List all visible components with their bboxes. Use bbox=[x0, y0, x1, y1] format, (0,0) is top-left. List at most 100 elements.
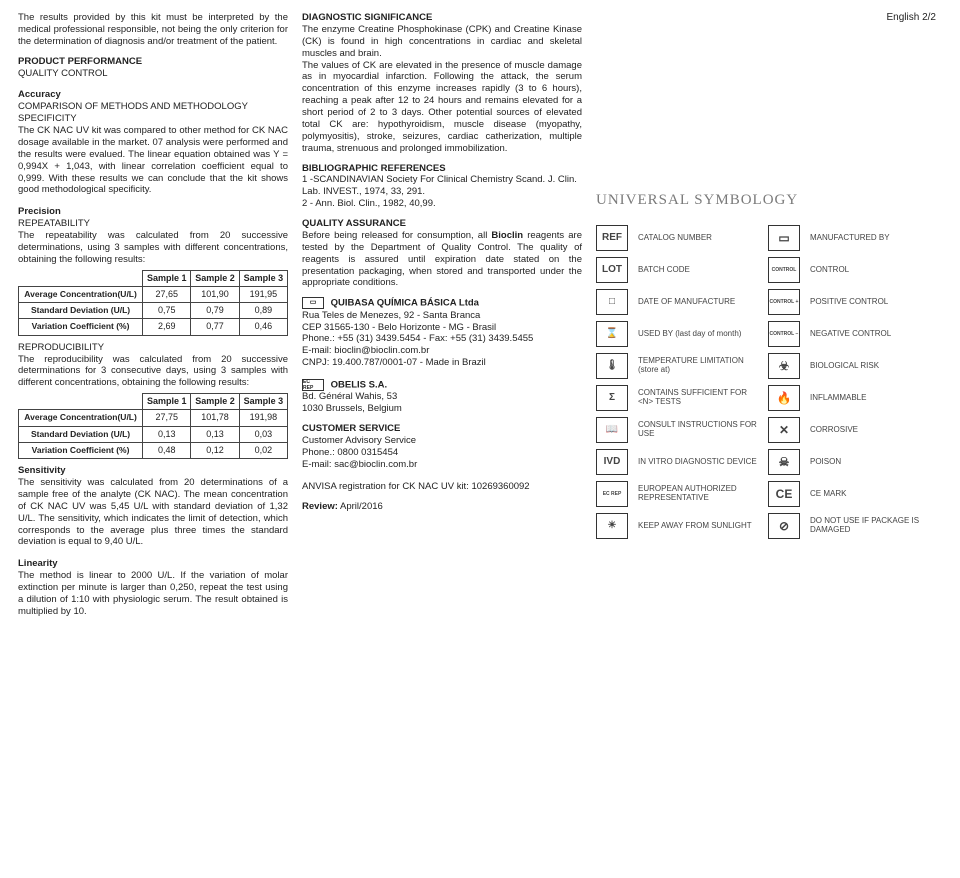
table1-r0-2: 191,95 bbox=[239, 286, 287, 302]
heading-customer-service: CUSTOMER SERVICE bbox=[302, 423, 582, 435]
heading-product-performance: PRODUCT PERFORMANCE bbox=[18, 56, 288, 68]
symbol-icon-2a: □ bbox=[596, 289, 628, 315]
accuracy-subheading: COMPARISON OF METHODS AND METHODOLOGY SP… bbox=[18, 101, 288, 125]
symbol-icon-3b: CONTROL − bbox=[768, 321, 800, 347]
table1-r0-l: Average Concentration(U/L) bbox=[19, 286, 143, 302]
ec-rep-line: EC REP OBELIS S.A. bbox=[302, 379, 582, 391]
table2-r2-l: Variation Coefficient (%) bbox=[19, 442, 143, 458]
table1-r1-0: 0,75 bbox=[143, 303, 191, 319]
table1-r2-0: 2,69 bbox=[143, 319, 191, 335]
table2-r2-2: 0,02 bbox=[239, 442, 287, 458]
symbol-icon-0a: REF bbox=[596, 225, 628, 251]
symbol-label-0b: MANUFACTURED BY bbox=[810, 234, 936, 243]
table1-r1-1: 0,79 bbox=[191, 303, 239, 319]
symbol-label-8b: CE MARK bbox=[810, 490, 936, 499]
company-addr1: Rua Teles de Menezes, 92 - Santa Branca bbox=[302, 310, 582, 322]
symbology-grid: REFCATALOG NUMBER▭MANUFACTURED BYLOTBATC… bbox=[596, 225, 936, 539]
table2-h3: Sample 3 bbox=[239, 394, 287, 410]
bib-ref-2: 2 - Ann. Biol. Clin., 1982, 40,99. bbox=[302, 198, 582, 210]
symbol-label-3b: NEGATIVE CONTROL bbox=[810, 330, 936, 339]
diagnostic-text-1: The enzyme Creatine Phosphokinase (CPK) … bbox=[302, 24, 582, 60]
diagnostic-text-2: The values of CK are elevated in the pre… bbox=[302, 60, 582, 155]
repeatability-text: The repeatability was calculated from 20… bbox=[18, 230, 288, 266]
symbol-label-5a: CONTAINS SUFFICIENT FOR <N> TESTS bbox=[638, 389, 764, 407]
table2-h2: Sample 2 bbox=[191, 394, 239, 410]
column-right: English 2/2 UNIVERSAL SYMBOLOGY REF CATAL… bbox=[596, 12, 936, 866]
symbol-label-0a: CATALOG NUMBER bbox=[638, 234, 764, 243]
repeatability-label: REPEATABILITY bbox=[18, 218, 288, 230]
symbol-icon-7b: ☠ bbox=[768, 449, 800, 475]
table2-h1: Sample 1 bbox=[143, 394, 191, 410]
symbol-label-9b: DO NOT USE IF PACKAGE IS DAMAGED bbox=[810, 517, 936, 535]
table1-h2: Sample 2 bbox=[191, 270, 239, 286]
symbol-label-2a: DATE OF MANUFACTURE bbox=[638, 298, 764, 307]
heading-linearity: Linearity bbox=[18, 558, 288, 570]
company-line: ▭ QUIBASA QUÍMICA BÁSICA Ltda bbox=[302, 297, 582, 309]
symbol-icon-6a: 📖 bbox=[596, 417, 628, 443]
reproducibility-label: REPRODUCIBILITY bbox=[18, 342, 288, 354]
symbol-icon-1b: CONTROL bbox=[768, 257, 800, 283]
company-name: QUIBASA QUÍMICA BÁSICA Ltda bbox=[331, 298, 479, 309]
table-reproducibility: Sample 1 Sample 2 Sample 3 Average Conce… bbox=[18, 393, 288, 459]
quality-control-label: QUALITY CONTROL bbox=[18, 68, 288, 80]
table2-r2-0: 0,48 bbox=[143, 442, 191, 458]
symbol-icon-6b: ✕ bbox=[768, 417, 800, 443]
rep-addr2: 1030 Brussels, Belgium bbox=[302, 403, 582, 415]
symbol-icon-5b: 🔥 bbox=[768, 385, 800, 411]
page-number: English 2/2 bbox=[596, 12, 936, 25]
table1-h3: Sample 3 bbox=[239, 270, 287, 286]
table2-r0-2: 191,98 bbox=[239, 410, 287, 426]
table1-r0-0: 27,65 bbox=[143, 286, 191, 302]
table1-r2-2: 0,46 bbox=[239, 319, 287, 335]
ec-rep-icon: EC REP bbox=[302, 379, 324, 391]
accuracy-text: The CK NAC UV kit was compared to other … bbox=[18, 125, 288, 196]
factory-icon: ▭ bbox=[302, 297, 324, 309]
sensitivity-text: The sensitivity was calculated from 20 d… bbox=[18, 477, 288, 548]
symbol-icon-8a: EC REP bbox=[596, 481, 628, 507]
symbol-label-2b: POSITIVE CONTROL bbox=[810, 298, 936, 307]
cust-2: Phone.: 0800 0315454 bbox=[302, 447, 582, 459]
heading-accuracy: Accuracy bbox=[18, 89, 288, 101]
ec-rep-name: OBELIS S.A. bbox=[331, 380, 387, 391]
symbol-icon-1a: LOT bbox=[596, 257, 628, 283]
table2-r0-l: Average Concentration(U/L) bbox=[19, 410, 143, 426]
table1-r1-2: 0,89 bbox=[239, 303, 287, 319]
table2-r0-1: 101,78 bbox=[191, 410, 239, 426]
symbol-icon-3a: ⌛ bbox=[596, 321, 628, 347]
heading-qa: QUALITY ASSURANCE bbox=[302, 218, 582, 230]
symbol-icon-4b: ☣ bbox=[768, 353, 800, 379]
heading-bibliographic: BIBLIOGRAPHIC REFERENCES bbox=[302, 163, 582, 175]
symbol-icon-9b: ⊘ bbox=[768, 513, 800, 539]
symbol-icon-2b: CONTROL + bbox=[768, 289, 800, 315]
table2-r1-0: 0,13 bbox=[143, 426, 191, 442]
reproducibility-text: The reproducibility was calculated from … bbox=[18, 354, 288, 390]
symbol-label-6a: CONSULT INSTRUCTIONS FOR USE bbox=[638, 421, 764, 439]
table2-r1-2: 0,03 bbox=[239, 426, 287, 442]
symbol-label-3a: USED BY (last day of month) bbox=[638, 330, 764, 339]
table1-h1: Sample 1 bbox=[143, 270, 191, 286]
table1-r2-1: 0,77 bbox=[191, 319, 239, 335]
symbol-icon-7a: IVD bbox=[596, 449, 628, 475]
heading-universal-symbology: UNIVERSAL SYMBOLOGY bbox=[596, 191, 936, 210]
rep-addr1: Bd. Général Wahis, 53 bbox=[302, 391, 582, 403]
intro-text: The results provided by this kit must be… bbox=[18, 12, 288, 48]
symbol-label-4b: BIOLOGICAL RISK bbox=[810, 362, 936, 371]
review-text: Review: April/2016 bbox=[302, 501, 582, 513]
company-addr2: CEP 31565-130 - Belo Horizonte - MG - Br… bbox=[302, 322, 582, 334]
table1-r1-l: Standard Deviation (U/L) bbox=[19, 303, 143, 319]
cust-3: E-mail: sac@bioclin.com.br bbox=[302, 459, 582, 471]
symbol-icon-9a: ☀ bbox=[596, 513, 628, 539]
symbol-icon-8b: CE bbox=[768, 481, 800, 507]
anvisa-text: ANVISA registration for CK NAC UV kit: 1… bbox=[302, 481, 582, 493]
symbol-label-7a: IN VITRO DIAGNOSTIC DEVICE bbox=[638, 458, 764, 467]
symbol-icon-0b: ▭ bbox=[768, 225, 800, 251]
linearity-text: The method is linear to 2000 U/L. If the… bbox=[18, 570, 288, 618]
table2-r1-l: Standard Deviation (U/L) bbox=[19, 426, 143, 442]
symbol-label-4a: TEMPERATURE LIMITATION (store at) bbox=[638, 357, 764, 375]
symbol-label-5b: INFLAMMABLE bbox=[810, 394, 936, 403]
heading-sensitivity: Sensitivity bbox=[18, 465, 288, 477]
heading-diagnostic: DIAGNOSTIC SIGNIFICANCE bbox=[302, 12, 582, 24]
symbol-icon-4a: 🌡 bbox=[596, 353, 628, 379]
company-phone: Phone.: +55 (31) 3439.5454 - Fax: +55 (3… bbox=[302, 333, 582, 345]
column-middle: DIAGNOSTIC SIGNIFICANCE The enzyme Creat… bbox=[302, 12, 582, 866]
